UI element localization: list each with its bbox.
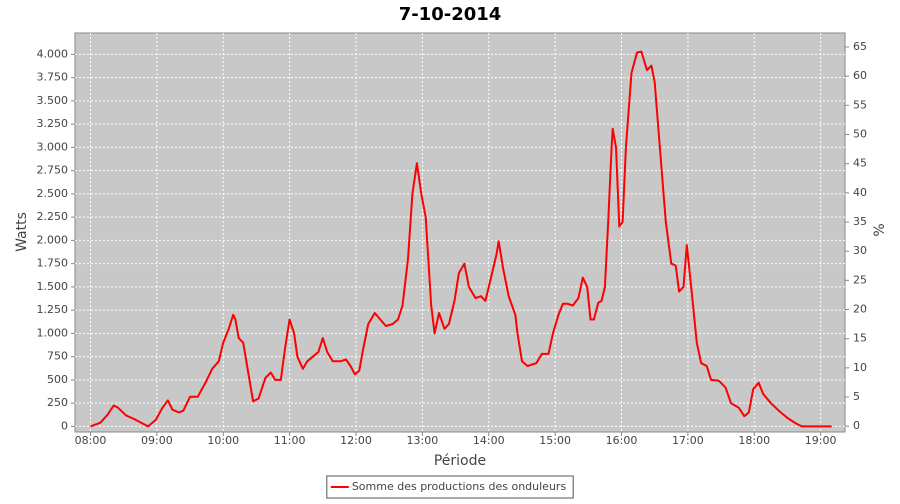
y-tick-label: 500 [47,373,68,386]
y2-tick-label: 50 [853,128,867,141]
x-tick-label: 11:00 [274,434,306,447]
line-series [90,50,832,428]
y-tick-label: 250 [47,396,68,409]
x-tick-label: 10:00 [207,434,239,447]
y2-tick-label: 20 [853,303,867,316]
y-tick-label: 0 [61,419,68,432]
x-tick-label: 09:00 [141,434,173,447]
y-tick-label: 1.000 [37,326,69,339]
legend [326,475,574,499]
y2-tick-label: 5 [853,390,860,403]
y2-tick-label: 40 [853,186,867,199]
x-tick-label: 16:00 [606,434,638,447]
y2-tick-label: 25 [853,273,867,286]
y2-tick-label: 60 [853,69,867,82]
y-tick-label: 3.250 [37,117,69,130]
y-tick-label: 3.500 [37,94,69,107]
x-tick-label: 17:00 [672,434,704,447]
y-tick-label: 3.000 [37,140,69,153]
y-tick-label: 1.750 [37,257,69,270]
y-tick-label: 1.250 [37,303,69,316]
y-tick-label: 4.000 [37,47,69,60]
y2-tick-label: 65 [853,40,867,53]
x-tick-label: 18:00 [738,434,770,447]
y2-tick-label: 30 [853,244,867,257]
x-tick-label: 12:00 [340,434,372,447]
y2-axis-label: % [872,223,888,236]
x-tick-label: 15:00 [539,434,571,447]
plot-area [74,32,846,433]
x-tick-label: 13:00 [407,434,439,447]
y-tick-label: 3.750 [37,71,69,84]
x-tick-label: 19:00 [805,434,837,447]
y-tick-label: 2.750 [37,164,69,177]
x-axis-label: Période [434,453,486,469]
y2-tick-label: 15 [853,332,867,345]
y2-tick-label: 45 [853,157,867,170]
y-tick-label: 2.000 [37,233,69,246]
chart-title: 7-10-2014 [399,4,502,25]
y-tick-label: 2.500 [37,187,69,200]
y2-tick-label: 35 [853,215,867,228]
y-tick-label: 750 [47,350,68,363]
y2-tick-label: 55 [853,98,867,111]
y2-tick-label: 10 [853,361,867,374]
y-axis-label: Watts [14,212,30,252]
x-tick-label: 08:00 [75,434,107,447]
y2-tick-label: 0 [853,419,860,432]
y-tick-label: 1.500 [37,280,69,293]
legend-label: Somme des productions des onduleurs [352,480,567,493]
y-tick-label: 2.250 [37,210,69,223]
x-tick-label: 14:00 [473,434,505,447]
